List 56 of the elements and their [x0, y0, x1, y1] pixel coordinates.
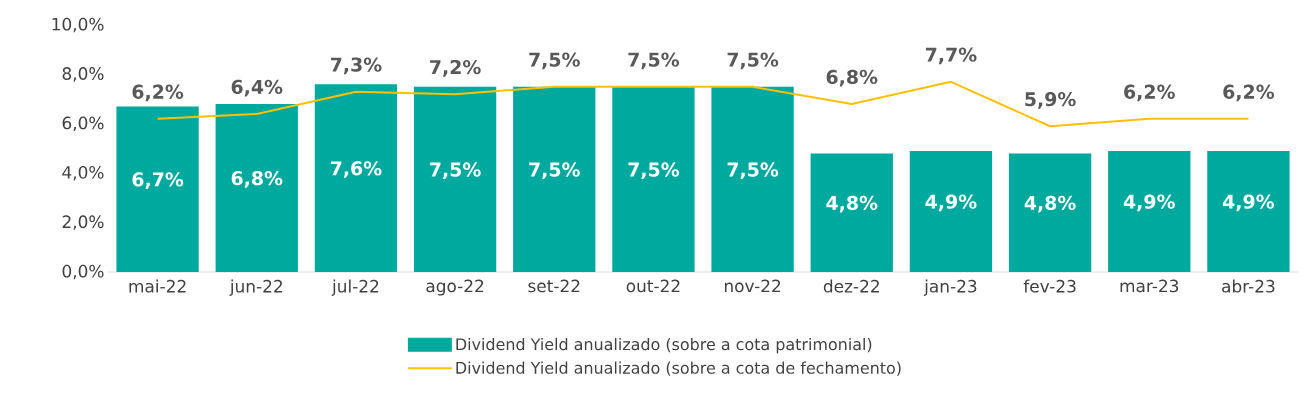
- legend-label: Dividend Yield anualizado (sobre a cota patrimonial): [456, 337, 872, 354]
- data-label: 7,6%: [330, 161, 382, 178]
- x-tick-label: nov-22: [724, 279, 781, 293]
- x-tick-label: out-22: [626, 279, 680, 293]
- data-label: 7,7%: [925, 47, 977, 65]
- data-label: 4,8%: [826, 195, 878, 213]
- bar: [711, 86, 794, 272]
- data-label: 7,3%: [330, 57, 382, 75]
- data-label: 7,5%: [529, 162, 580, 180]
- data-label: 4,8%: [1024, 195, 1076, 213]
- data-label: 4,9%: [1223, 194, 1275, 212]
- data-label: 6,7%: [132, 172, 184, 189]
- bar: [909, 150, 993, 272]
- bar: [810, 153, 893, 272]
- bar: [1008, 153, 1092, 272]
- data-label: 6,8%: [231, 171, 283, 188]
- data-label: 4,9%: [925, 194, 977, 212]
- x-tick-label: jul-22: [331, 279, 379, 296]
- data-label: 7,5%: [430, 162, 481, 180]
- bar: [413, 86, 497, 272]
- y-tick-label: 4,0%: [62, 165, 104, 181]
- data-label: 6,2%: [132, 84, 184, 102]
- bar: [1108, 150, 1191, 272]
- data-label: 6,2%: [1124, 84, 1175, 102]
- y-tick-label: 10,0%: [52, 17, 104, 33]
- data-label: 7,2%: [430, 59, 481, 77]
- data-label: 6,4%: [231, 79, 283, 97]
- y-tick-label: 6,0%: [62, 116, 104, 132]
- y-tick-label: 0,0%: [62, 264, 104, 280]
- x-tick-label: fev-23: [1023, 279, 1076, 293]
- x-tick-label: set-22: [528, 279, 580, 293]
- x-tick-label: jan-23: [923, 279, 977, 296]
- data-label: 7,5%: [628, 162, 680, 180]
- bar: [1207, 150, 1290, 272]
- data-label: 7,5%: [727, 52, 779, 70]
- data-label: 6,8%: [826, 69, 878, 87]
- bar: [314, 84, 398, 272]
- bar: [215, 104, 298, 272]
- x-tick-label: abr-23: [1222, 279, 1275, 293]
- x-tick-label: ago-22: [426, 279, 484, 296]
- x-tick-label: mar-23: [1120, 279, 1179, 293]
- y-tick-label: 8,0%: [62, 67, 104, 82]
- bar: [513, 86, 596, 272]
- data-label: 4,9%: [1123, 194, 1175, 212]
- bar: [116, 106, 199, 272]
- x-tick-label: jun-22: [229, 279, 282, 296]
- y-tick-label: 2,0%: [62, 215, 104, 230]
- x-tick-label: mai-22: [129, 279, 186, 293]
- data-label: 5,9%: [1025, 92, 1076, 109]
- data-label: 7,5%: [529, 52, 580, 70]
- bar: [612, 86, 695, 272]
- x-tick-label: dez-22: [823, 279, 879, 293]
- data-label: 7,5%: [628, 52, 680, 70]
- data-label: 6,2%: [1223, 84, 1275, 102]
- data-label: 7,5%: [727, 162, 779, 180]
- legend-label: Dividend Yield anualizado (sobre a cota de fechamento): [456, 361, 901, 376]
